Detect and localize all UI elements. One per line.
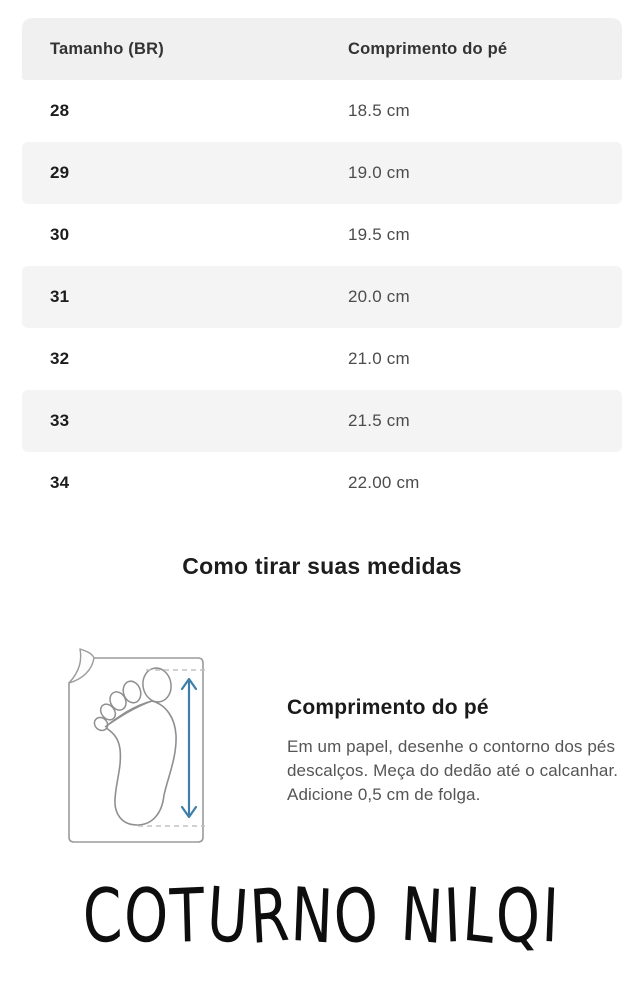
- column-header-size: Tamanho (BR): [50, 39, 164, 58]
- foot-toes: [93, 667, 172, 732]
- table-row: 31 20.0 cm: [22, 266, 622, 328]
- foot-on-paper-icon: [68, 648, 205, 843]
- column-header-foot-length: Comprimento do pé: [348, 39, 508, 58]
- dashed-guides: [138, 669, 205, 827]
- table-row: 34 22.00 cm: [22, 452, 622, 514]
- size-cell: 33: [50, 411, 70, 430]
- paper-fold-corner: [68, 648, 95, 684]
- ball-crease-line: [104, 700, 153, 728]
- size-cell: 34: [50, 473, 70, 492]
- length-cell: 20.0 cm: [348, 287, 410, 306]
- size-cell: 28: [50, 101, 70, 120]
- size-cell: 30: [50, 225, 70, 244]
- measure-arrow-icon: [180, 677, 198, 819]
- foot-measure-diagram: [58, 644, 218, 863]
- size-table-body: 28 18.5 cm 29 19.0 cm 30 19.5 cm 31 20.0…: [22, 80, 622, 514]
- table-row: 30 19.5 cm: [22, 204, 622, 266]
- measure-instructions: Comprimento do pé Em um papel, desenhe o…: [287, 696, 627, 807]
- length-cell: 18.5 cm: [348, 101, 410, 120]
- size-cell: 31: [50, 287, 70, 306]
- section-title: Como tirar suas medidas: [182, 553, 462, 579]
- measure-body: Em um papel, desenhe o contorno dos pés …: [287, 737, 619, 805]
- table-header-row: Tamanho (BR) Comprimento do pé: [22, 18, 622, 80]
- length-cell: 21.0 cm: [348, 349, 410, 368]
- length-cell: 22.00 cm: [348, 473, 420, 492]
- table-row: 33 21.5 cm: [22, 390, 622, 452]
- table-row: 29 19.0 cm: [22, 142, 622, 204]
- table-row: 28 18.5 cm: [22, 80, 622, 142]
- table-row: 32 21.0 cm: [22, 328, 622, 390]
- size-cell: 29: [50, 163, 70, 182]
- length-cell: 19.5 cm: [348, 225, 410, 244]
- brand-logo: COTURNO NILQI: [81, 871, 563, 963]
- length-cell: 21.5 cm: [348, 411, 410, 430]
- length-cell: 19.0 cm: [348, 163, 410, 182]
- measure-heading: Comprimento do pé: [287, 696, 489, 719]
- size-cell: 32: [50, 349, 70, 368]
- size-table: Tamanho (BR) Comprimento do pé 28 18.5 c…: [22, 18, 622, 514]
